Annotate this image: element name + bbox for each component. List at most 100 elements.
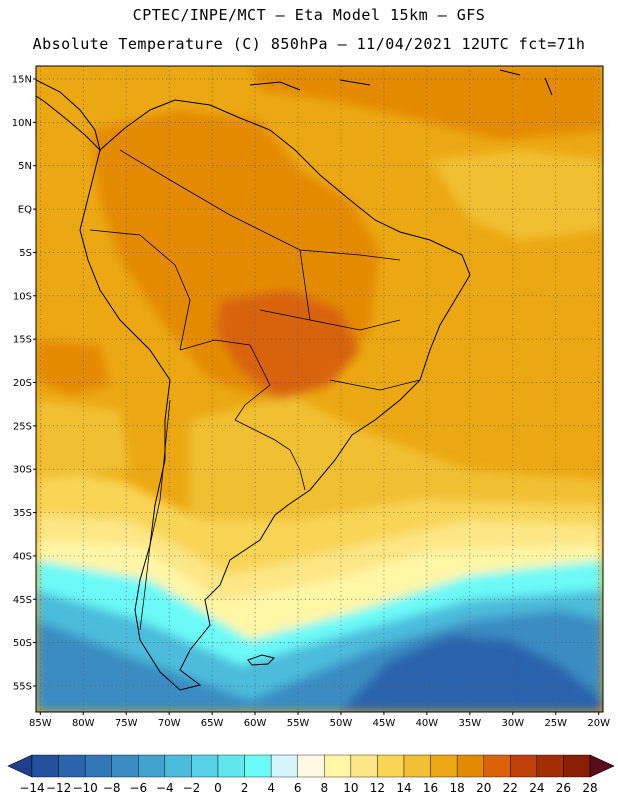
colorbar-label: 24 — [529, 781, 544, 795]
zone-pacific-warm — [36, 340, 110, 395]
lon-label: 55W — [287, 718, 310, 729]
map-title-line-2: Absolute Temperature (C) 850hPa – 11/04/… — [32, 35, 586, 53]
colorbar-swatch — [217, 754, 245, 778]
map-frame — [35, 65, 604, 713]
colorbar-swatch — [430, 754, 458, 778]
lon-label: 35W — [459, 718, 482, 729]
colorbar-swatch — [510, 754, 538, 778]
lat-label: 15N — [12, 75, 32, 86]
lon-label: 45W — [373, 718, 396, 729]
colorbar: −14 −12 −10 −8 −6 −4 −2 0 2 4 6 8 10 12 14 16 18 20 22 24 26… — [7, 754, 615, 795]
map-title-line-1: CPTEC/INPE/MCT – Eta Model 15km – GFS — [132, 6, 486, 24]
colorbar-swatch — [164, 754, 192, 778]
lat-label: 50S — [13, 638, 32, 649]
lat-label: 25S — [13, 421, 32, 432]
colorbar-swatch — [324, 754, 352, 778]
border-bolivia-brazil — [179, 339, 271, 421]
colorbar-swatch — [138, 754, 166, 778]
border-argentina-brazil — [234, 419, 306, 491]
zone-deep-south-atlantic-cold — [340, 635, 603, 712]
colorbar-label: 12 — [370, 781, 385, 795]
lat-label: 20S — [13, 378, 32, 389]
colorbar-label: 2 — [241, 781, 249, 795]
lat-lon-grid — [36, 66, 603, 712]
colorbar-swatch — [350, 754, 378, 778]
lon-label: 20W — [587, 718, 610, 729]
coastlines — [36, 69, 553, 691]
lon-label: 80W — [72, 718, 95, 729]
colorbar-min-arrow — [7, 754, 33, 778]
colorbar-swatch — [536, 754, 564, 778]
border-brazil-states — [259, 229, 421, 391]
colorbar-label: −4 — [156, 781, 174, 795]
colorbar-label: −8 — [103, 781, 121, 795]
colorbar-label: 16 — [423, 781, 438, 795]
lat-label: 5N — [18, 161, 32, 172]
colorbar-swatch — [456, 754, 484, 778]
lat-label: EQ — [18, 205, 32, 216]
lat-label: 15S — [13, 335, 32, 346]
colorbar-swatch — [297, 754, 325, 778]
lon-label: 65W — [201, 718, 224, 729]
border-colombia-venezuela — [119, 149, 261, 231]
colorbar-swatch — [31, 754, 59, 778]
country-borders — [89, 149, 421, 631]
colorbar-swatch — [244, 754, 272, 778]
colorbar-swatch — [270, 754, 298, 778]
colorbar-label: −14 — [19, 781, 44, 795]
longitude-labels: 85W 80W 75W 70W 65W 60W 55W 50W 45W 40W 35W 30W 25W 2… — [29, 712, 610, 729]
lat-label: 40S — [13, 551, 32, 562]
colorbar-swatch — [563, 754, 591, 778]
colorbar-label: 0 — [214, 781, 222, 795]
lat-label: 55S — [13, 681, 32, 692]
colorbar-swatch — [84, 754, 112, 778]
colorbar-label: 10 — [343, 781, 358, 795]
south-america-coastline — [79, 99, 471, 691]
colorbar-swatch — [377, 754, 405, 778]
colorbar-swatch — [403, 754, 431, 778]
colorbar-label: −6 — [129, 781, 147, 795]
temperature-field — [36, 66, 603, 712]
lat-label: 10S — [13, 291, 32, 302]
lon-label: 70W — [158, 718, 181, 729]
colorbar-label: 18 — [450, 781, 465, 795]
lat-label: 5S — [19, 248, 32, 259]
colorbar-label: 22 — [503, 781, 518, 795]
colorbar-swatch — [111, 754, 139, 778]
colorbar-label: 4 — [267, 781, 275, 795]
lon-label: 30W — [501, 718, 524, 729]
colorbar-label: 8 — [320, 781, 328, 795]
colorbar-label: −12 — [46, 781, 71, 795]
lon-label: 60W — [244, 718, 267, 729]
lat-label: 45S — [13, 595, 32, 606]
caribbean-islands — [249, 69, 553, 96]
colorbar-max-arrow — [589, 754, 615, 778]
colorbar-label: 20 — [476, 781, 491, 795]
zone-central-brazil-hot — [215, 290, 360, 400]
border-argentina-chile — [139, 399, 171, 631]
colorbar-label: 6 — [294, 781, 302, 795]
lon-label: 85W — [29, 718, 52, 729]
lat-label: 30S — [13, 465, 32, 476]
lat-label: 10N — [12, 118, 32, 129]
colorbar-label: −10 — [72, 781, 97, 795]
colorbar-label: 14 — [396, 781, 411, 795]
zone-atlantic-tropical-light — [430, 150, 603, 240]
border-peru-brazil — [89, 229, 191, 351]
latitude-labels: 15N 10N 5N EQ 5S 10S 15S 20S 25S 30S 35S 40S 45S 50S 5… — [12, 75, 36, 692]
lon-label: 50W — [330, 718, 353, 729]
zone-caribbean-warm — [250, 66, 603, 140]
colorbar-label: 28 — [582, 781, 597, 795]
central-america-coastline — [36, 79, 101, 152]
lon-label: 25W — [544, 718, 567, 729]
colorbar-label: 26 — [556, 781, 571, 795]
colorbar-swatch — [191, 754, 219, 778]
lon-label: 40W — [416, 718, 439, 729]
colorbar-swatch — [483, 754, 511, 778]
lon-label: 75W — [115, 718, 138, 729]
colorbar-swatch — [58, 754, 86, 778]
falklands — [247, 654, 275, 666]
colorbar-label: −2 — [183, 781, 201, 795]
lat-label: 35S — [13, 508, 32, 519]
